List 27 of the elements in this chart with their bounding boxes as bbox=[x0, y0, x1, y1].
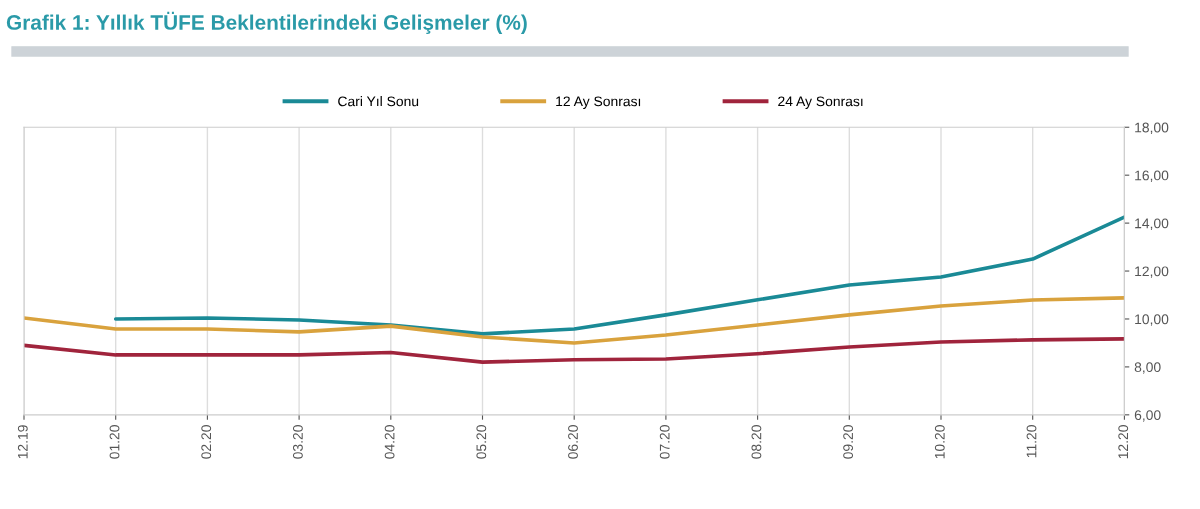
y-tick-label: 14,00 bbox=[1135, 218, 1169, 230]
x-tick-label: 03.20 bbox=[292, 425, 303, 459]
legend-label: 24 Ay Sonrası bbox=[778, 96, 863, 109]
legend-label: 12 Ay Sonrası bbox=[556, 96, 641, 109]
x-tick-label: 02.20 bbox=[201, 425, 212, 459]
y-tick-label: 18,00 bbox=[1135, 122, 1169, 135]
chart-title: Grafik 1: Yıllık TÜFE Beklentilerindeki Gelişmeler (%) bbox=[6, 11, 527, 34]
y-tick-label: 10,00 bbox=[1135, 314, 1169, 326]
line-series bbox=[24, 296, 1125, 345]
y-tick-label: 16,00 bbox=[1135, 170, 1169, 182]
y-tick-label: 8,00 bbox=[1134, 362, 1161, 374]
x-tick-label: 10.20 bbox=[934, 425, 945, 459]
y-tick-label: 6,00 bbox=[1134, 410, 1161, 422]
line-series bbox=[24, 337, 1125, 364]
x-tick-label: 06.20 bbox=[568, 425, 578, 459]
x-tick-label: 09.20 bbox=[843, 425, 854, 459]
x-tick-label: 04.20 bbox=[384, 425, 395, 459]
x-tick-label: 07.20 bbox=[659, 425, 670, 459]
x-tick-label: 12.19 bbox=[17, 425, 28, 459]
y-tick-label: 12,00 bbox=[1135, 266, 1169, 278]
x-tick-label: 12.20 bbox=[1118, 425, 1129, 459]
x-tick-label: 08.20 bbox=[751, 425, 762, 459]
x-tick-label: 05.20 bbox=[476, 425, 487, 459]
x-tick-label: 01.20 bbox=[109, 425, 120, 459]
legend-label: Cari Yıl Sonu bbox=[338, 96, 419, 107]
x-tick-label: 11.20 bbox=[1026, 425, 1037, 458]
line-series bbox=[113, 215, 1125, 336]
